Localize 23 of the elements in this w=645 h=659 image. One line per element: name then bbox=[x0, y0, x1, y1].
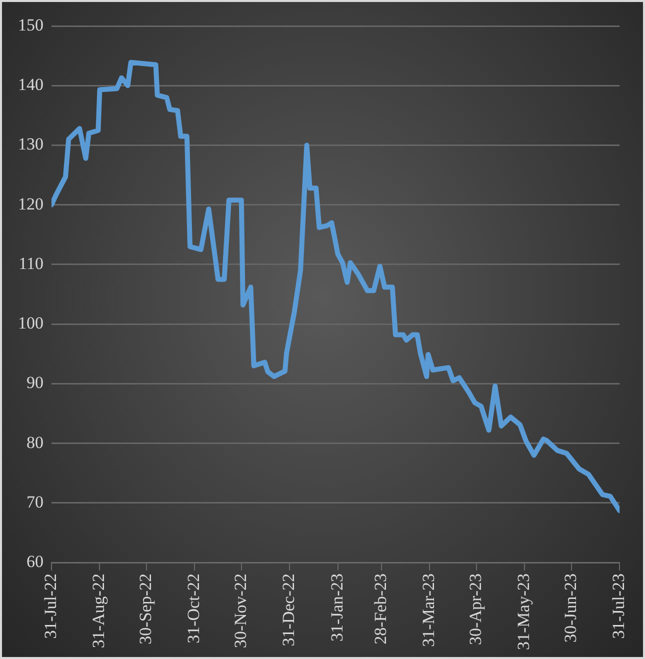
x-tick-label: 30-Apr-23 bbox=[466, 574, 485, 645]
y-tick-label: 70 bbox=[26, 492, 44, 512]
y-tick-label: 90 bbox=[26, 373, 44, 392]
y-tick-label: 100 bbox=[18, 314, 44, 333]
y-tick-label: 110 bbox=[18, 254, 44, 273]
x-tick-label: 30-Sep-22 bbox=[136, 574, 155, 644]
x-tick-label: 31-May-23 bbox=[514, 574, 534, 650]
y-tick-label: 130 bbox=[18, 134, 44, 154]
x-tick-label: 31-Dec-22 bbox=[279, 574, 298, 646]
x-tick-label: 28-Feb-23 bbox=[370, 574, 390, 644]
x-tick-label: 31-Oct-22 bbox=[184, 574, 204, 644]
x-tick-label: 30-Nov-22 bbox=[230, 574, 250, 648]
x-tick-label: 30-Jun-23 bbox=[560, 574, 580, 642]
x-tick-label: 31-Mar-23 bbox=[419, 574, 438, 647]
y-tick-label: 140 bbox=[18, 75, 44, 94]
x-tick-label: 31-Jan-23 bbox=[327, 574, 346, 642]
y-tick-label: 150 bbox=[18, 15, 44, 34]
y-tick-label: 120 bbox=[18, 194, 44, 214]
x-tick-label: 31-Jul-22 bbox=[40, 574, 60, 639]
y-tick-label: 80 bbox=[26, 432, 44, 452]
x-tick-label: 31-Jul-23 bbox=[609, 574, 628, 639]
y-tick-label: 60 bbox=[26, 552, 44, 571]
x-tick-label: 31-Aug-22 bbox=[89, 574, 108, 648]
